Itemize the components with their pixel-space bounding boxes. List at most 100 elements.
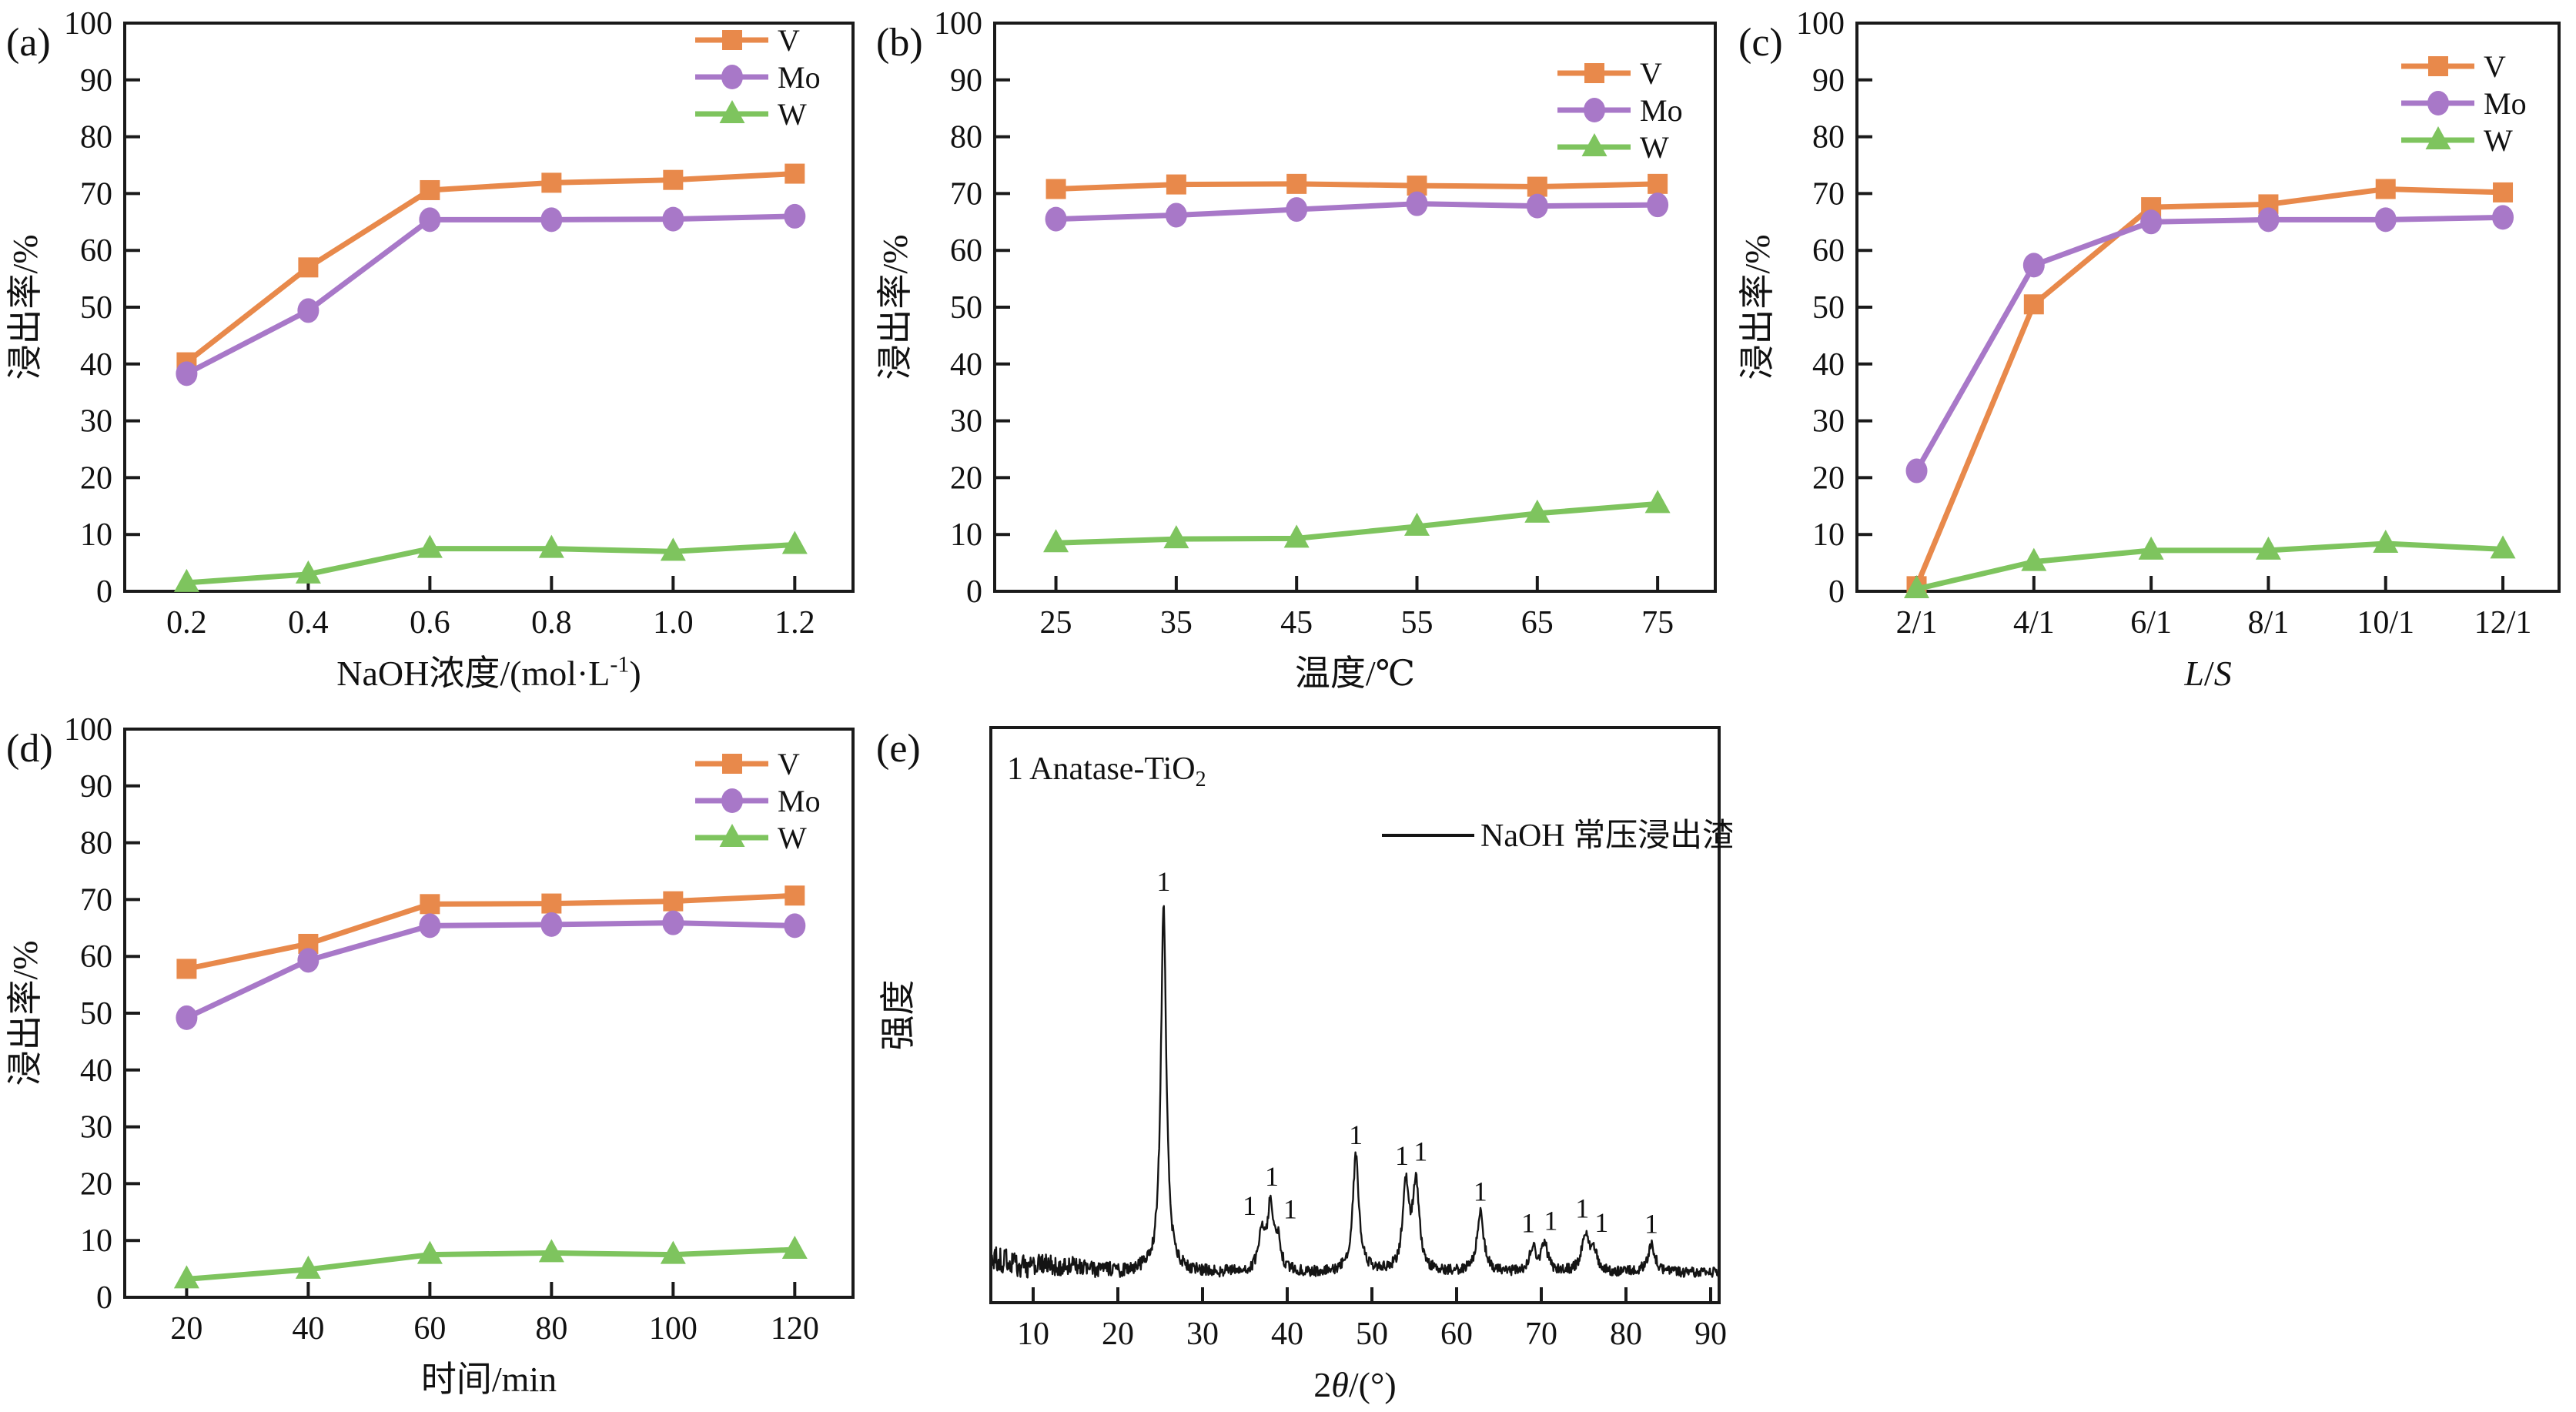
y-tick-label: 30 [1812,404,1845,440]
y-tick-label: 100 [1796,6,1845,42]
y-tick-label: 60 [950,233,982,269]
marker-circle [2257,207,2280,233]
x-tick-label: 12/1 [2474,605,2532,641]
legend-label-V: V [778,747,800,781]
marker-triangle [173,568,199,592]
marker-triangle [1283,524,1310,548]
marker-circle [419,207,441,233]
y-tick-label: 20 [950,460,982,496]
x-tick-label: 35 [1160,605,1193,641]
y-axis-label: 浸出率/% [5,234,45,380]
marker-triangle [2021,547,2047,571]
marker-triangle [2373,530,2399,554]
x-axis-label: L/S [2183,654,2231,693]
y-tick-label: 10 [1812,517,1845,553]
legend-label-Mo: Mo [1640,93,1683,128]
y-tick-label: 80 [950,120,982,156]
marker-triangle [1403,512,1430,536]
axes-box [1855,22,2561,593]
marker-triangle [538,1239,564,1263]
y-tick-label: 100 [934,6,982,42]
y-tick-label: 10 [950,517,982,553]
series-line-W [186,541,795,586]
x-tick-label: 60 [1440,1317,1473,1352]
series-line-V [186,892,795,972]
marker-square [1527,176,1547,197]
y-tick-label: 90 [80,63,112,99]
x-tick-label: 4/1 [2013,605,2055,641]
axes-box [123,728,855,1299]
axes-box [123,22,855,593]
marker-square [722,754,742,774]
x-tick-label: 60 [413,1311,446,1347]
panel-letter: (d) [6,727,53,771]
x-tick-label: 1.2 [774,605,815,641]
xrd-peak-label: 1 [1413,1136,1427,1167]
marker-triangle [295,560,321,584]
y-tick-label: 70 [80,882,112,918]
x-tick-label: 6/1 [2130,605,2172,641]
x-tick-label: 90 [1694,1317,1727,1352]
y-tick-label: 0 [96,574,112,610]
marker-circle [176,1005,198,1030]
x-tick-label: 20 [170,1311,202,1347]
marker-circle [721,788,743,813]
x-tick-label: 0.4 [288,605,329,641]
y-tick-label: 70 [950,176,982,212]
legend-label-V: V [1640,56,1662,91]
panel-c-chart: 0 10 20 30 40 50 60 70 80 90 100 2/1 4/1 6/1 8/1 10/1 12… [1732,0,2576,706]
marker-square [298,257,319,278]
y-tick-label: 50 [1812,290,1845,326]
marker-square [785,885,805,906]
y-tick-label: 90 [80,769,112,805]
marker-circle [176,361,198,386]
x-tick-label: 55 [1400,605,1433,641]
marker-triangle [1043,529,1069,553]
x-tick-label: 0.2 [166,605,207,641]
x-tick-label: 8/1 [2248,605,2290,641]
y-tick-label: 90 [950,63,982,99]
marker-square [541,172,562,193]
panel-a-chart: 0 10 20 30 40 50 60 70 80 90 100 0.2 0.4 0.6 0.8 1.0 1.2… [0,0,870,706]
y-tick-label: 70 [80,176,112,212]
series-line-W [1915,540,2504,592]
marker-square [2493,182,2514,202]
legend-label-V: V [778,23,800,58]
marker-triangle [2255,536,2281,560]
y-axis-label: 浸出率/% [875,234,915,380]
y-tick-label: 80 [1812,120,1845,156]
x-tick-label: 40 [1271,1317,1303,1352]
xrd-peak-label: 1 [1544,1206,1557,1236]
y-tick-label: 40 [80,347,112,383]
marker-circle [1526,193,1548,219]
legend-label-W: W [2484,123,2513,158]
y-tick-label: 40 [950,347,982,383]
marker-square [1166,174,1186,195]
marker-circle [2427,91,2449,115]
series-line-Mo [1914,214,2504,473]
series-line-Mo [185,213,795,376]
xrd-trace [989,905,1720,1279]
marker-square [176,959,197,979]
series-line-Mo [1055,201,1658,223]
marker-triangle [417,534,443,558]
xrd-peak-label: 1 [1644,1208,1658,1239]
marker-circle [784,913,806,939]
marker-triangle [2138,536,2164,560]
x-tick-label: 1.0 [653,605,694,641]
y-axis-label: 强度 [878,980,918,1051]
x-tick-label: 70 [1525,1317,1557,1352]
marker-triangle [538,534,564,558]
series-line-Mo [185,920,795,1021]
marker-triangle [660,537,686,561]
x-tick-label: 10/1 [2357,605,2414,641]
marker-square [1648,173,1668,194]
y-tick-label: 80 [80,120,112,156]
y-axis-label: 浸出率/% [5,940,45,1086]
marker-square [722,30,742,50]
y-tick-label: 0 [966,574,982,610]
